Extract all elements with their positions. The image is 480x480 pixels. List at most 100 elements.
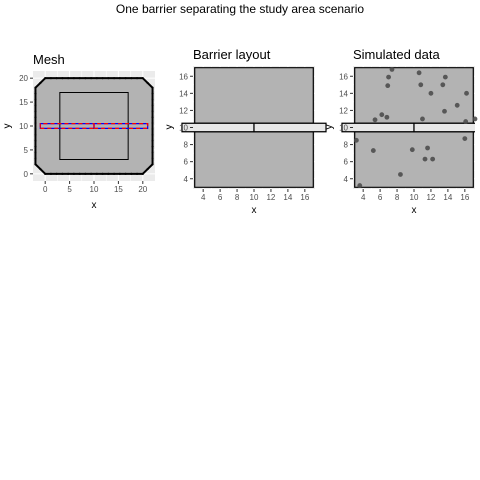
data-point (384, 114, 390, 120)
x-tick-label: 20 (138, 185, 147, 194)
x-tick-label: 10 (250, 193, 259, 202)
mesh-vertex (72, 172, 76, 175)
data-point (386, 74, 391, 80)
y-tick-label: 6 (344, 158, 349, 167)
mesh-vertex (112, 77, 116, 80)
barrier-group (341, 122, 475, 133)
data-point (442, 74, 448, 80)
mesh-vertex (130, 172, 133, 175)
mesh-vertex (61, 77, 64, 80)
mesh-vertex (151, 92, 154, 95)
x-tick-label: 16 (460, 193, 469, 202)
mesh-vertex (107, 172, 110, 175)
mesh-vertex (151, 133, 154, 136)
mesh-vertex (151, 121, 154, 125)
mesh-vertex (151, 151, 154, 154)
mesh-vertex (151, 163, 154, 166)
mesh-vertex (55, 172, 58, 175)
x-tick-label: 10 (90, 185, 99, 194)
mesh-inner-study-area (59, 92, 129, 160)
mesh-vertex (151, 110, 154, 113)
y-tick-label: 16 (339, 72, 348, 81)
y-tick-label: 10 (339, 124, 348, 133)
mesh-vertex (84, 77, 87, 80)
mesh-barrier-right-dashed (93, 123, 149, 129)
study-region-top (194, 67, 314, 124)
y-tick-label: 12 (339, 106, 348, 115)
mesh-vertex (34, 116, 37, 119)
mesh-vertex (72, 77, 76, 80)
y-tick-label: 0 (24, 170, 29, 179)
data-point (440, 82, 446, 88)
y-axis-label: y (324, 125, 335, 130)
mesh-vertex (34, 98, 37, 101)
barrier-layout-chart: 4 6 8 10 12 14 16 4 6 8 10 12 14 16 x y (164, 66, 327, 216)
data-point (420, 116, 425, 122)
x-tick-label: 4 (361, 193, 366, 202)
mesh-vertex (34, 157, 37, 160)
barrier-right (253, 122, 327, 133)
mesh-vertex (49, 77, 53, 80)
x-tick-label: 5 (67, 185, 72, 194)
mesh-vertex (95, 77, 98, 80)
mesh-vertex (67, 172, 70, 175)
data-point (389, 67, 395, 72)
data-point (442, 108, 447, 114)
mesh-vertex (34, 104, 37, 107)
mesh-vertex (101, 172, 104, 175)
mesh-vertex (151, 98, 154, 101)
mesh-vertex (44, 77, 47, 80)
data-point (454, 102, 460, 108)
y-tick-label: 4 (184, 175, 189, 184)
data-point (372, 117, 378, 123)
y-tick-label: 10 (19, 122, 28, 131)
mesh-vertex (44, 172, 47, 175)
x-tick-label: 8 (235, 193, 240, 202)
y-axis-label: y (2, 124, 13, 129)
mesh-vertex (78, 172, 81, 175)
data-point (418, 82, 424, 88)
mesh-vertex (135, 172, 139, 175)
panel-title-mesh: Mesh (33, 52, 65, 67)
y-tick-label: 20 (19, 74, 28, 83)
mesh-vertex (34, 139, 37, 142)
mesh-vertex (90, 172, 93, 175)
x-tick-label: 12 (426, 193, 435, 202)
mesh-vertex (39, 167, 42, 171)
mesh-vertex (118, 77, 121, 80)
data-point (422, 156, 428, 162)
mesh-vertex (90, 77, 93, 80)
mesh-vertex (34, 92, 37, 95)
mesh-vertex (34, 127, 37, 131)
mesh-vertex (78, 77, 81, 80)
y-tick-label: 16 (179, 72, 188, 81)
x-tick-label: 6 (218, 193, 223, 202)
mesh-vertex (151, 104, 154, 107)
data-point (430, 156, 436, 162)
mesh-vertex (39, 81, 42, 85)
study-region-bottom (194, 131, 314, 188)
y-tick-label: 14 (339, 89, 348, 98)
mesh-vertex (34, 121, 37, 125)
mesh-vertex (130, 77, 133, 80)
barrier-group (181, 122, 327, 133)
data-point (462, 136, 468, 142)
data-point (416, 70, 422, 76)
data-point (472, 116, 478, 122)
mesh-vertex (151, 145, 154, 148)
x-tick-label: 10 (410, 193, 419, 202)
x-axis-label: x (92, 200, 97, 211)
mesh-vertex (124, 77, 127, 80)
x-axis-label: x (252, 205, 257, 216)
mesh-vertex (49, 172, 53, 175)
mesh-vertex (34, 151, 37, 154)
x-tick-label: 14 (283, 193, 292, 202)
y-tick-label: 10 (179, 124, 188, 133)
y-tick-label: 15 (19, 98, 28, 107)
x-tick-label: 15 (114, 185, 123, 194)
x-tick-label: 8 (395, 193, 400, 202)
data-point (385, 83, 391, 89)
data-point (409, 147, 415, 153)
y-tick-label: 4 (344, 175, 349, 184)
mesh-vertex (141, 77, 144, 80)
